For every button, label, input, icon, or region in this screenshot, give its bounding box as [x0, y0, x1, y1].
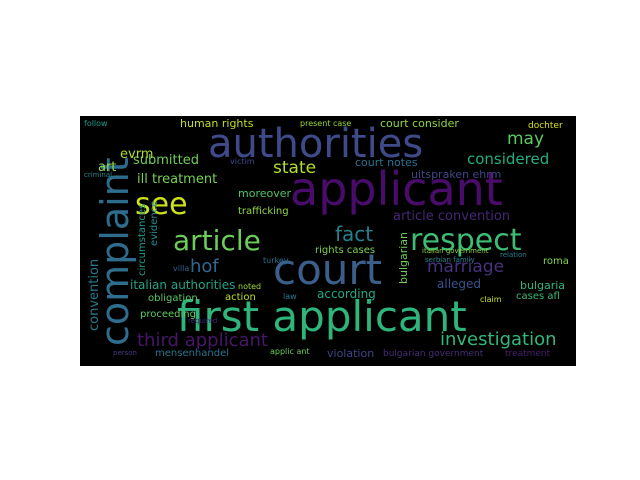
word: required [188, 317, 218, 325]
word: according [317, 287, 376, 301]
word: ill treatment [137, 172, 218, 187]
word: victim [230, 157, 255, 166]
word: evidence [149, 200, 160, 246]
wordcloud-canvas: applicant court first applicant authorit… [80, 116, 576, 366]
word: obligation [148, 293, 198, 304]
word: uitspraken ehrm [411, 168, 502, 181]
word: mensenhandel [155, 348, 230, 359]
word: applicant [290, 162, 503, 216]
word: respect [410, 223, 522, 258]
word: authorities [208, 121, 424, 167]
word: italian authorities [130, 278, 236, 292]
word: fact [335, 222, 374, 246]
word: italian government [422, 247, 489, 255]
word: bulgaria [520, 279, 566, 292]
word: investigation [440, 329, 557, 350]
word: third applicant [137, 330, 268, 351]
word: follow [84, 119, 108, 128]
word: trafficking [238, 206, 289, 217]
word: court consider [380, 117, 459, 130]
word: see [135, 187, 188, 222]
word: claim [480, 295, 502, 304]
word: alleged [437, 277, 482, 291]
word: criminal [84, 171, 113, 179]
word: rights cases [315, 245, 376, 256]
word: serbian family [425, 256, 475, 264]
word: law [283, 292, 297, 301]
word: turkey [263, 256, 289, 265]
word: present case [300, 119, 352, 128]
word: hof [190, 256, 219, 277]
word: bulgarian government [383, 349, 484, 359]
word: dochter [528, 121, 563, 131]
word: first applicant [177, 292, 467, 341]
word: convention [87, 258, 102, 331]
word: villa [173, 264, 190, 273]
word: submitted [133, 153, 199, 168]
word: action [225, 292, 256, 303]
word: article [173, 224, 261, 257]
word: considered [467, 150, 550, 168]
word: marriage [427, 257, 505, 277]
word: may [507, 129, 545, 149]
word: roma [543, 256, 569, 267]
word: state [273, 158, 317, 178]
word: court notes [355, 156, 418, 169]
word: moreover [238, 187, 292, 200]
word: noted [238, 282, 262, 291]
word: court [273, 245, 383, 294]
word: art [98, 160, 117, 175]
word: article convention [393, 209, 511, 224]
word: violation [327, 347, 375, 360]
word: evrm [120, 147, 154, 162]
word: human rights [180, 117, 254, 130]
word: circumstances [137, 203, 148, 276]
word: person [113, 349, 137, 357]
word: relation [500, 251, 527, 259]
word: cases afl [516, 291, 560, 302]
word: treatment [505, 349, 551, 359]
word: bulgarian [397, 231, 410, 284]
word: proceeding [140, 309, 196, 320]
word: applic ant [270, 347, 310, 356]
